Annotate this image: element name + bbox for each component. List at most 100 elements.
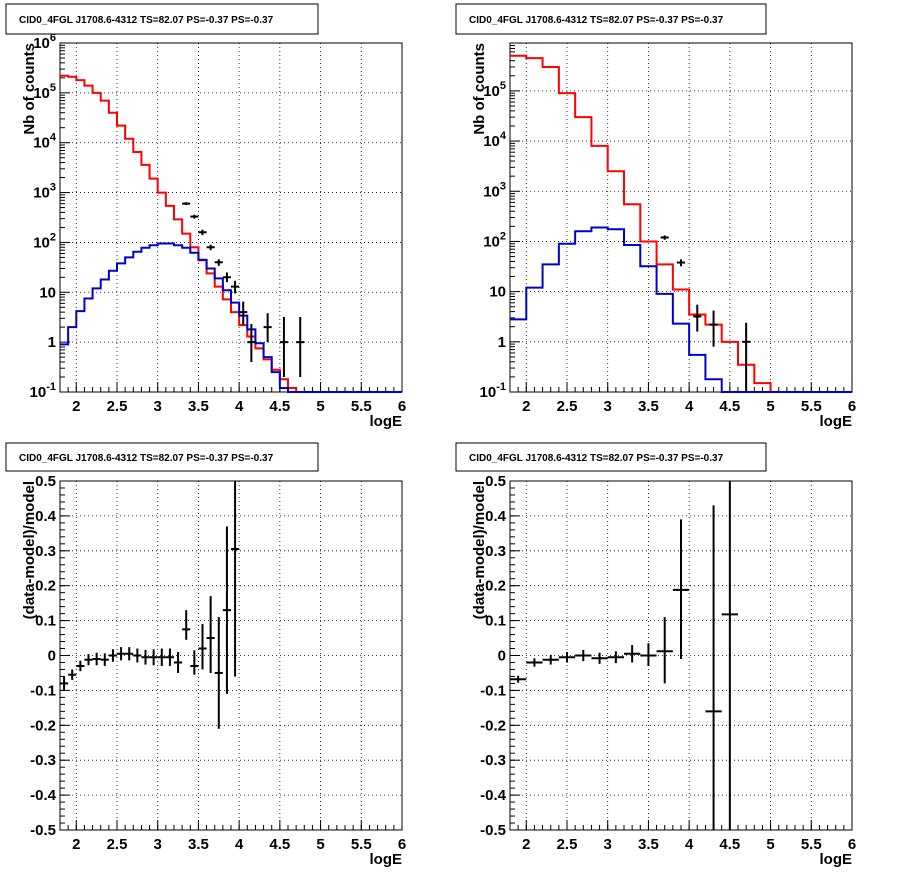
y-tick-label: 0.3: [35, 543, 56, 560]
x-tick-label: 2.5: [107, 836, 128, 853]
data-point: [60, 676, 69, 691]
x-tick-label: 2: [522, 836, 530, 853]
data-point: [709, 310, 718, 347]
data-point: [222, 526, 231, 694]
chart-panel-1: CID0_4FGL J1708.6-4312 TS=82.07 PS=-0.37…: [5, 3, 406, 430]
x-axis-title: logE: [820, 851, 853, 868]
y-tick-label: -0.3: [30, 752, 56, 769]
y-tick-label: -0.2: [480, 717, 506, 734]
chart-panel-3: CID0_4FGL J1708.6-4312 TS=82.07 PS=-0.37…: [5, 442, 406, 868]
data-point: [182, 610, 191, 640]
x-tick-label: 3: [604, 836, 612, 853]
x-tick-label: 2.5: [557, 398, 578, 415]
chart-title-box: [455, 442, 767, 472]
x-axis-title: logE: [820, 413, 853, 430]
chart-panel-2: CID0_4FGL J1708.6-4312 TS=82.07 PS=-0.37…: [455, 3, 856, 430]
x-tick-label: 4.5: [719, 398, 740, 415]
x-axis-title: logE: [370, 851, 403, 868]
data-point: [591, 652, 608, 664]
x-tick-label: 3.5: [638, 398, 659, 415]
data-point: [510, 675, 527, 683]
data-point: [133, 648, 142, 663]
y-tick-label: 105: [33, 82, 56, 102]
chart-title: CID0_4FGL J1708.6-4312 TS=82.07 PS=-0.37…: [19, 15, 274, 26]
x-tick-label: 2: [522, 398, 530, 415]
x-tick-label: 5: [316, 836, 324, 853]
x-tick-label: 4: [235, 836, 244, 853]
y-tick-label: 0.3: [485, 543, 506, 560]
data-point: [558, 652, 576, 663]
y-tick-label: 1: [498, 334, 506, 351]
series-histogram-1: [510, 54, 852, 393]
series-histogram-2: [510, 226, 852, 393]
x-axis-title: logE: [370, 413, 403, 430]
data-point: [84, 654, 93, 666]
data-point: [660, 235, 669, 240]
x-tick-label: 3: [604, 398, 612, 415]
data-point: [575, 649, 592, 662]
x-tick-label: 5.5: [351, 836, 372, 853]
data-point: [656, 617, 673, 684]
chart-title-box: [455, 3, 767, 35]
data-point: [721, 481, 738, 830]
data-point: [125, 647, 134, 661]
x-tick-label: 4: [685, 398, 694, 415]
chart-title-box: [5, 3, 319, 35]
data-point: [214, 617, 223, 729]
y-tick-label: 0.4: [485, 508, 507, 525]
data-point: [165, 648, 174, 666]
data-point: [693, 304, 702, 332]
data-point: [190, 214, 199, 219]
x-tick-label: 4: [235, 398, 244, 415]
plot-frame: [59, 42, 403, 393]
x-tick-label: 5: [766, 836, 774, 853]
x-tick-label: 6: [398, 836, 406, 853]
y-tick-label: 103: [483, 180, 506, 200]
x-tick-label: 3.5: [638, 836, 659, 853]
data-point: [672, 519, 690, 659]
y-tick-label: -0.3: [480, 752, 506, 769]
y-tick-label: -0.2: [30, 717, 56, 734]
y-tick-label: 106: [33, 32, 56, 52]
y-tick-label: 0: [498, 648, 506, 665]
data-point: [640, 643, 657, 666]
x-tick-label: 4: [685, 836, 694, 853]
chart-panel-4: CID0_4FGL J1708.6-4312 TS=82.07 PS=-0.37…: [455, 442, 856, 868]
y-tick-label: -0.4: [30, 787, 57, 804]
y-tick-label: -0.5: [480, 822, 506, 839]
x-tick-label: 3.5: [188, 836, 209, 853]
data-point: [231, 481, 240, 677]
y-tick-label: 0.2: [485, 578, 506, 595]
data-point: [296, 316, 305, 377]
y-tick-label: 10: [489, 284, 506, 301]
x-tick-label: 5: [766, 398, 774, 415]
data-point: [198, 229, 207, 236]
y-tick-label: 10: [39, 284, 56, 301]
x-tick-label: 3: [154, 398, 162, 415]
data-point: [231, 280, 240, 294]
data-point: [742, 322, 751, 392]
data-point: [141, 649, 150, 665]
data-point: [542, 654, 559, 665]
data-point: [239, 301, 248, 326]
y-tick-label: 0.1: [35, 613, 56, 630]
x-tick-label: 5.5: [801, 398, 822, 415]
y-tick-label: 0.5: [35, 473, 56, 490]
y-tick-label: 104: [483, 130, 507, 150]
y-tick-label: 10-1: [30, 381, 56, 401]
data-point: [206, 596, 215, 673]
x-tick-label: 5.5: [801, 836, 822, 853]
y-tick-label: 102: [33, 231, 56, 251]
plot-frame: [509, 42, 853, 393]
x-tick-label: 6: [848, 398, 856, 415]
data-point: [174, 652, 183, 673]
data-point: [117, 647, 126, 661]
data-point: [100, 653, 109, 666]
x-tick-label: 2: [72, 836, 80, 853]
y-tick-label: 104: [33, 132, 57, 152]
x-tick-label: 5.5: [351, 398, 372, 415]
y-tick-label: 0.1: [485, 613, 506, 630]
data-point: [526, 658, 543, 667]
data-point: [76, 660, 85, 672]
